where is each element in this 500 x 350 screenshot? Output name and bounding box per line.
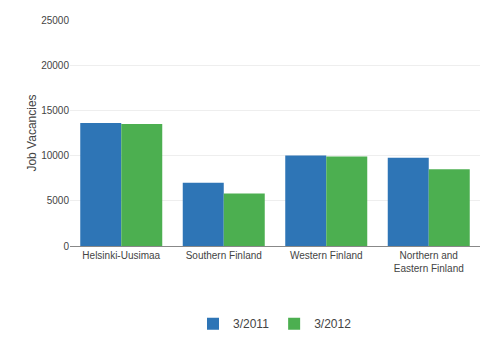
svg-text:10000: 10000 (41, 150, 69, 161)
svg-text:Helsinki-Uusimaa: Helsinki-Uusimaa (82, 250, 160, 261)
svg-text:15000: 15000 (41, 105, 69, 116)
svg-text:Job Vacancies: Job Vacancies (25, 94, 39, 171)
svg-text:5000: 5000 (47, 195, 70, 206)
svg-text:Northern andEastern Finland: Northern andEastern Finland (394, 250, 464, 274)
svg-text:20000: 20000 (41, 60, 69, 71)
svg-text:3/2012: 3/2012 (314, 317, 351, 331)
svg-text:0: 0 (63, 241, 69, 252)
svg-text:25000: 25000 (41, 15, 69, 26)
svg-text:3/2011: 3/2011 (233, 317, 269, 331)
svg-text:Southern Finland: Southern Finland (186, 250, 262, 261)
svg-text:Western Finland: Western Finland (290, 250, 363, 261)
